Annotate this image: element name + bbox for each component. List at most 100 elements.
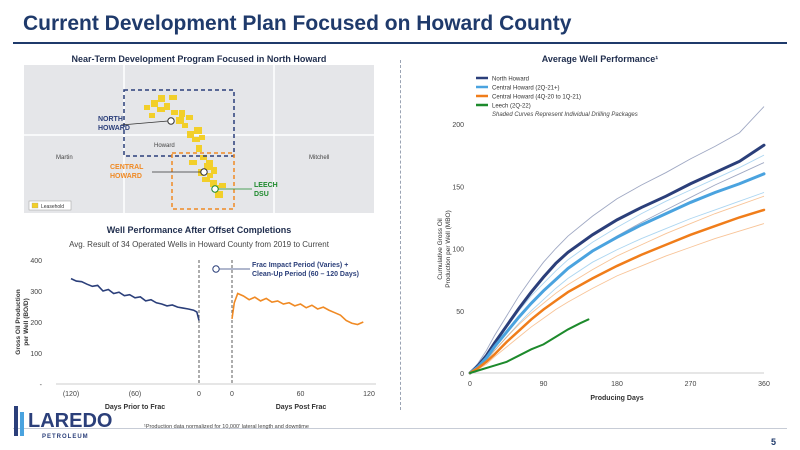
perf-xtick: 270	[685, 381, 697, 388]
perf-ytick: 200	[452, 122, 464, 129]
north-line-1: NORTH	[98, 116, 123, 123]
perf-xlabel: Producing Days	[590, 395, 643, 402]
offset-xlabel-left: Days Prior to Frac	[105, 404, 165, 411]
leasehold-tract	[215, 191, 223, 198]
perf-series-line	[468, 172, 766, 375]
label-central-howard: CENTRAL HOWARD	[110, 164, 144, 180]
offset-xtick-left: (60)	[129, 391, 141, 398]
north-leader	[120, 120, 169, 126]
map-legend-label: Leasehold	[41, 204, 64, 210]
offset-ytick: 300	[30, 289, 42, 296]
perf-xtick: 90	[540, 381, 548, 388]
annotation-marker	[212, 265, 220, 273]
perf-ytick: 100	[452, 247, 464, 254]
offset-ytick: 400	[30, 258, 42, 265]
annotation-line: Frac Impact Period (Varies) +	[252, 262, 348, 269]
offset-xlabel-right: Days Post Frac	[276, 404, 327, 411]
shaded-package-curve	[469, 195, 765, 374]
offset-xtick-right: 0	[230, 391, 234, 398]
leech-marker	[211, 185, 219, 193]
perf-chart: 0 50 100 150 200 0 90 180 270 360 North Howard Cent…	[437, 77, 770, 403]
leasehold-tract	[158, 95, 165, 102]
leasehold-tract	[144, 105, 150, 110]
leasehold-tract	[179, 110, 185, 117]
offset-subtitle: Avg. Result of 34 Operated Wells in Howa…	[69, 240, 329, 249]
leasehold-tract	[151, 100, 158, 107]
logo-mark: LAREDO PETROLEUM	[14, 406, 112, 440]
offset-ylabel-line: per Well (BO/D)	[23, 298, 30, 346]
leasehold-blobs	[144, 95, 226, 198]
page-number: 5	[770, 437, 776, 447]
offset-heading: Well Performance After Offset Completion…	[106, 225, 292, 235]
map-svg: Martin Howard Mitchell NORTH HOWARD CENTR…	[24, 65, 374, 213]
legend-label: Leech (2Q-22)	[492, 104, 531, 110]
logo-name: LAREDO	[28, 410, 112, 432]
logo-tagline: PETROLEUM	[42, 434, 89, 440]
leasehold-tract	[187, 131, 194, 138]
perf-series-line	[469, 318, 590, 374]
label-howard: Howard	[154, 143, 175, 149]
label-martin: Martin	[56, 155, 73, 161]
shaded-package-curve	[469, 106, 765, 374]
label-north-howard: NORTH HOWARD	[98, 116, 130, 132]
north-howard-marker	[167, 117, 175, 125]
perf-ytick: 50	[456, 309, 464, 316]
map-heading: Near-Term Development Program Focused in…	[71, 54, 327, 64]
leasehold-tract	[192, 137, 200, 142]
perf-xtick: 0	[468, 381, 472, 388]
leasehold-tract	[186, 115, 193, 120]
footnote: ¹Production data normalized for 10,000' …	[144, 424, 309, 430]
offset-chart: - 100 200 300 400 (120) (60) 0 0 60 120 Frac Impact…	[15, 258, 376, 411]
offset-xtick-left: (120)	[63, 391, 79, 398]
leasehold-tract	[176, 117, 184, 124]
perf-xtick: 360	[758, 381, 770, 388]
north-line-2: HOWARD	[98, 125, 130, 132]
shaded-package-curve	[469, 192, 765, 374]
leasehold-tract	[194, 127, 202, 134]
legend-label: Central Howard (2Q-21+)	[492, 86, 560, 92]
leasehold-tract	[157, 107, 165, 112]
offset-xtick-right: 120	[363, 391, 375, 398]
central-line-2: HOWARD	[110, 173, 142, 180]
leasehold-tract	[199, 135, 205, 140]
legend-label: Central Howard (4Q-20 to 1Q-21)	[492, 95, 581, 101]
perf-series-line	[468, 208, 766, 375]
offset-ytick: -	[40, 382, 43, 389]
post-frac-series	[231, 292, 364, 326]
leasehold-tract	[210, 180, 217, 187]
central-line-1: CENTRAL	[110, 164, 144, 171]
offset-ylabel-line: Gross Oil Production	[15, 289, 22, 354]
leasehold-tract	[211, 167, 217, 174]
central-howard-box	[171, 152, 235, 210]
panel-divider	[400, 60, 401, 410]
leasehold-tract	[219, 183, 226, 188]
perf-xtick: 180	[611, 381, 623, 388]
leasehold-tract	[202, 177, 210, 182]
label-mitchell: Mitchell	[309, 155, 329, 161]
perf-ytick: 150	[452, 184, 464, 191]
perf-ylabel-line: Production per Well (MBO)	[445, 210, 452, 288]
leasehold-tract	[189, 160, 197, 165]
central-howard-marker	[200, 168, 208, 176]
shaded-package-curve	[469, 223, 765, 374]
leasehold-tract	[169, 95, 177, 100]
leasehold-map: Martin Howard Mitchell NORTH HOWARD CENTR…	[24, 65, 374, 213]
offset-ytick: 100	[30, 351, 42, 358]
offset-xtick-right: 60	[297, 391, 305, 398]
leasehold-tract	[196, 145, 202, 152]
map-legend-box	[28, 200, 72, 211]
leasehold-tract	[182, 123, 188, 128]
perf-ytick: 0	[460, 371, 464, 378]
laredo-logo: LAREDO PETROLEUM	[12, 402, 132, 447]
footer-rule	[13, 428, 787, 429]
perf-ylabel-line: Cumulative Gross Oil	[437, 218, 444, 280]
offset-xtick-left: 0	[197, 391, 201, 398]
leasehold-tract	[149, 113, 155, 118]
leech-line-2: DSU	[254, 191, 269, 198]
perf-heading: Average Well Performance¹	[541, 54, 659, 64]
leasehold-tract	[200, 155, 207, 160]
title-rule	[13, 42, 787, 44]
annotation-line: Clean-Up Period (60 – 120 Days)	[252, 271, 359, 278]
slide-title: Current Development Plan Focused on Howa…	[23, 12, 572, 35]
leech-line-1: LEECH	[254, 182, 278, 189]
